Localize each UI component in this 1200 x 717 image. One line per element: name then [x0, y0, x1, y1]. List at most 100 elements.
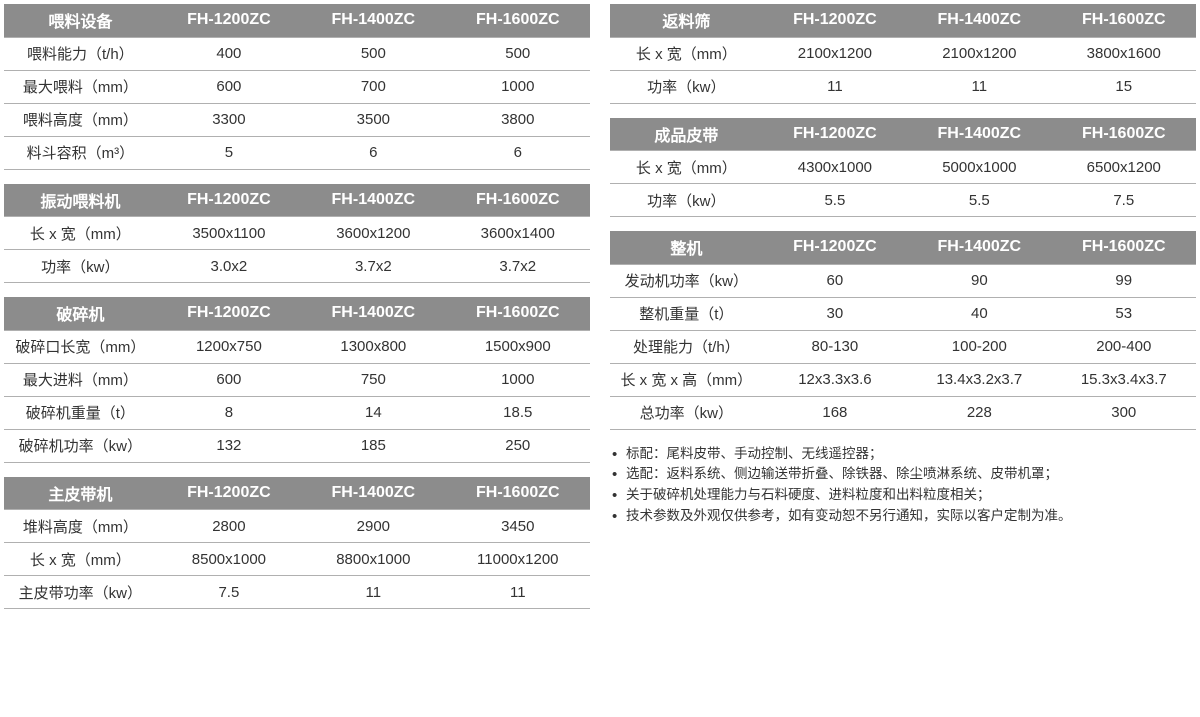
model-header: FH-1400ZC [907, 231, 1051, 264]
notes-list: 标配：尾料皮带、手动控制、无线遥控器；选配：返料系统、侧边输送带折叠、除铁器、除… [610, 444, 1196, 528]
cell-value: 99 [1052, 264, 1196, 297]
cell-value: 300 [1052, 396, 1196, 429]
row-label: 最大喂料（mm） [4, 70, 157, 103]
cell-value: 3800 [446, 103, 590, 136]
cell-value: 6 [446, 136, 590, 169]
cell-value: 2900 [301, 510, 445, 543]
cell-value: 2800 [157, 510, 301, 543]
model-header: FH-1200ZC [157, 184, 301, 217]
model-header: FH-1200ZC [763, 231, 907, 264]
cell-value: 18.5 [446, 396, 590, 429]
cell-value: 3500 [301, 103, 445, 136]
cell-value: 3.0x2 [157, 250, 301, 283]
model-header: FH-1600ZC [1052, 4, 1196, 37]
section-title: 破碎机 [4, 297, 157, 330]
spec-table: 主皮带机FH-1200ZCFH-1400ZCFH-1600ZC堆料高度（mm）2… [4, 477, 590, 610]
table-row: 长 x 宽（mm）2100x12002100x12003800x1600 [610, 37, 1196, 70]
model-header: FH-1600ZC [446, 297, 590, 330]
cell-value: 53 [1052, 297, 1196, 330]
table-row: 破碎机重量（t）81418.5 [4, 396, 590, 429]
row-label: 喂料能力（t/h） [4, 37, 157, 70]
spec-sheet: 喂料设备FH-1200ZCFH-1400ZCFH-1600ZC喂料能力（t/h）… [0, 0, 1200, 613]
table-row: 主皮带功率（kw）7.51111 [4, 576, 590, 609]
note-item: 标配：尾料皮带、手动控制、无线遥控器； [612, 444, 1196, 465]
note-item: 选配：返料系统、侧边输送带折叠、除铁器、除尘喷淋系统、皮带机罩； [612, 464, 1196, 485]
section-title: 成品皮带 [610, 118, 763, 151]
model-header: FH-1400ZC [907, 118, 1051, 151]
model-header: FH-1400ZC [301, 297, 445, 330]
section-title: 整机 [610, 231, 763, 264]
table-row: 最大进料（mm）6007501000 [4, 363, 590, 396]
row-label: 功率（kw） [610, 70, 763, 103]
table-row: 喂料高度（mm）330035003800 [4, 103, 590, 136]
cell-value: 8 [157, 396, 301, 429]
row-label: 长 x 宽（mm） [610, 151, 763, 184]
table-row: 长 x 宽（mm）3500x11003600x12003600x1400 [4, 217, 590, 250]
cell-value: 11000x1200 [446, 543, 590, 576]
cell-value: 40 [907, 297, 1051, 330]
cell-value: 1200x750 [157, 330, 301, 363]
cell-value: 80-130 [763, 330, 907, 363]
cell-value: 600 [157, 363, 301, 396]
row-label: 最大进料（mm） [4, 363, 157, 396]
model-header: FH-1400ZC [301, 184, 445, 217]
cell-value: 3.7x2 [301, 250, 445, 283]
cell-value: 60 [763, 264, 907, 297]
row-label: 破碎口长宽（mm） [4, 330, 157, 363]
section-title: 返料筛 [610, 4, 763, 37]
section-title: 振动喂料机 [4, 184, 157, 217]
model-header: FH-1200ZC [157, 4, 301, 37]
row-label: 堆料高度（mm） [4, 510, 157, 543]
cell-value: 3600x1400 [446, 217, 590, 250]
spec-table: 喂料设备FH-1200ZCFH-1400ZCFH-1600ZC喂料能力（t/h）… [4, 4, 590, 170]
model-header: FH-1400ZC [301, 477, 445, 510]
row-label: 长 x 宽（mm） [4, 217, 157, 250]
cell-value: 1000 [446, 70, 590, 103]
table-row: 整机重量（t）304053 [610, 297, 1196, 330]
cell-value: 3.7x2 [446, 250, 590, 283]
cell-value: 30 [763, 297, 907, 330]
row-label: 主皮带功率（kw） [4, 576, 157, 609]
spec-table: 返料筛FH-1200ZCFH-1400ZCFH-1600ZC长 x 宽（mm）2… [610, 4, 1196, 104]
table-row: 长 x 宽 x 高（mm）12x3.3x3.613.4x3.2x3.715.3x… [610, 363, 1196, 396]
left-column: 喂料设备FH-1200ZCFH-1400ZCFH-1600ZC喂料能力（t/h）… [4, 4, 590, 609]
row-label: 长 x 宽 x 高（mm） [610, 363, 763, 396]
model-header: FH-1200ZC [763, 4, 907, 37]
row-label: 长 x 宽（mm） [610, 37, 763, 70]
table-row: 处理能力（t/h）80-130100-200200-400 [610, 330, 1196, 363]
cell-value: 228 [907, 396, 1051, 429]
table-row: 堆料高度（mm）280029003450 [4, 510, 590, 543]
cell-value: 3500x1100 [157, 217, 301, 250]
table-row: 功率（kw）3.0x23.7x23.7x2 [4, 250, 590, 283]
spec-table: 整机FH-1200ZCFH-1400ZCFH-1600ZC发动机功率（kw）60… [610, 231, 1196, 430]
spec-table: 成品皮带FH-1200ZCFH-1400ZCFH-1600ZC 长 x 宽（mm）… [610, 118, 1196, 218]
cell-value: 200-400 [1052, 330, 1196, 363]
model-header: FH-1600ZC [446, 184, 590, 217]
cell-value: 5.5 [763, 184, 907, 217]
cell-value: 15 [1052, 70, 1196, 103]
cell-value: 1300x800 [301, 330, 445, 363]
spec-table: 破碎机FH-1200ZCFH-1400ZCFH-1600ZC破碎口长宽（mm）1… [4, 297, 590, 463]
row-label: 破碎机重量（t） [4, 396, 157, 429]
cell-value: 11 [446, 576, 590, 609]
cell-value: 2100x1200 [763, 37, 907, 70]
model-header: FH-1600ZC [1052, 118, 1196, 151]
model-header: FH-1600ZC [446, 4, 590, 37]
cell-value: 14 [301, 396, 445, 429]
cell-value: 11 [301, 576, 445, 609]
model-header: FH-1200ZC [763, 118, 907, 151]
cell-value: 7.5 [1052, 184, 1196, 217]
cell-value: 3300 [157, 103, 301, 136]
cell-value: 2100x1200 [907, 37, 1051, 70]
cell-value: 600 [157, 70, 301, 103]
cell-value: 13.4x3.2x3.7 [907, 363, 1051, 396]
table-row: 总功率（kw）168228300 [610, 396, 1196, 429]
model-header: FH-1600ZC [1052, 231, 1196, 264]
row-label: 料斗容积（m³） [4, 136, 157, 169]
note-item: 关于破碎机处理能力与石料硬度、进料粒度和出料粒度相关； [612, 485, 1196, 506]
cell-value: 1000 [446, 363, 590, 396]
cell-value: 6 [301, 136, 445, 169]
cell-value: 500 [301, 37, 445, 70]
row-label: 整机重量（t） [610, 297, 763, 330]
table-row: 料斗容积（m³）566 [4, 136, 590, 169]
